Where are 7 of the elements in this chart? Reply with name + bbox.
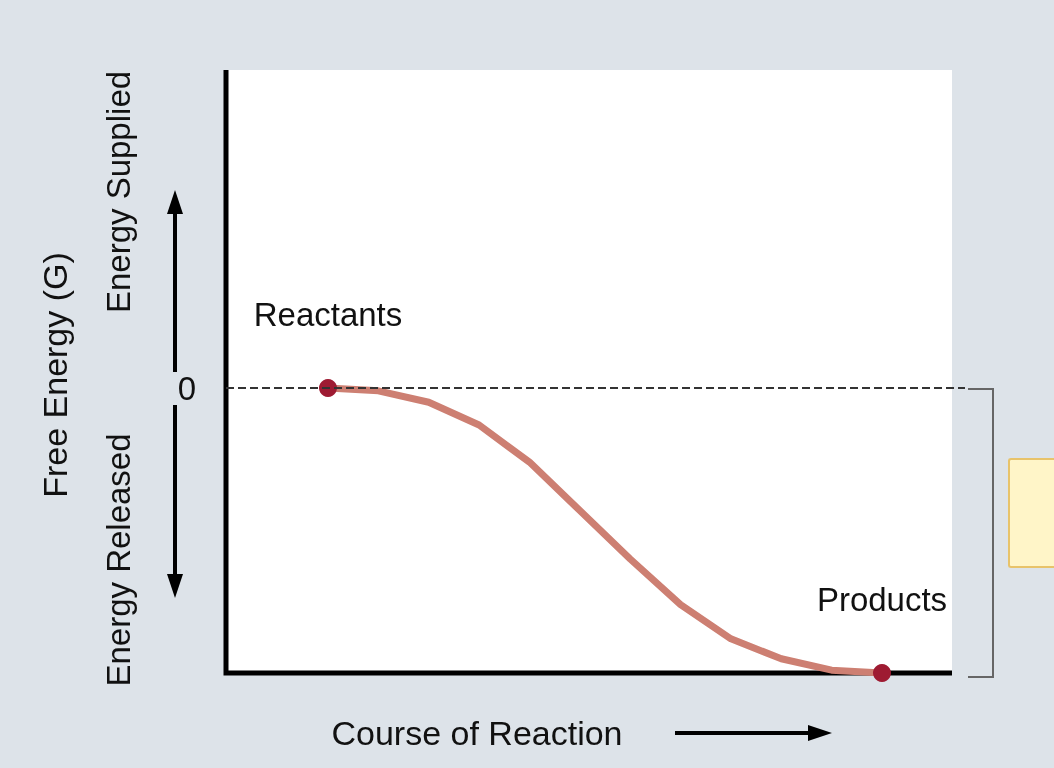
annotation: Products [816,581,948,618]
x-axis-title: Course of Reaction [331,714,623,752]
ref-line-label: 0 [177,369,196,407]
text: Energy Released [99,433,137,687]
text: Energy Supplied [99,70,137,314]
text: Free Energy (G) [36,252,74,498]
text: Reactants [253,296,403,333]
